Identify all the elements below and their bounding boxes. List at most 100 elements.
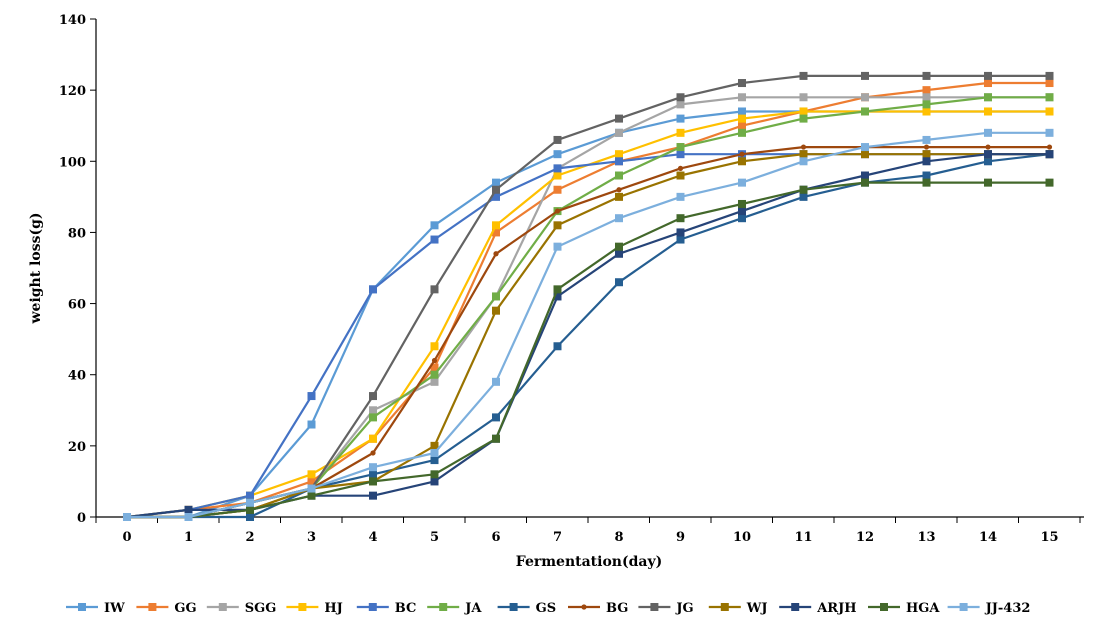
- series-gs: [123, 150, 1054, 521]
- legend-label: GG: [174, 601, 196, 616]
- data-point-jg: [369, 392, 377, 401]
- x-tick-label: 6: [491, 530, 500, 545]
- data-point-sgg: [369, 406, 377, 415]
- x-tick-label: 3: [307, 530, 316, 545]
- data-point-jg: [430, 285, 439, 294]
- data-point-arjh: [922, 157, 931, 166]
- data-point-jj-432: [246, 498, 254, 507]
- legend-marker: [148, 603, 157, 611]
- data-point-arjh: [984, 150, 992, 159]
- data-point-bg: [985, 144, 991, 150]
- legend-item-hga: HGA: [868, 601, 940, 616]
- data-point-ja: [799, 114, 808, 123]
- data-point-gg: [553, 185, 562, 194]
- y-tick-label: 40: [68, 369, 86, 384]
- x-tick-label: 0: [122, 530, 131, 545]
- x-tick-label: 14: [979, 530, 997, 545]
- y-tick-label: 80: [68, 226, 86, 241]
- data-point-ja: [984, 93, 992, 102]
- legend-label: IW: [104, 601, 125, 616]
- x-tick-label: 10: [733, 530, 751, 545]
- y-tick-label: 60: [68, 298, 86, 313]
- data-point-sgg: [738, 93, 746, 102]
- legend-marker: [509, 603, 518, 611]
- data-point-ja: [738, 128, 746, 137]
- data-point-jj-432: [184, 513, 193, 521]
- data-point-hj: [430, 342, 439, 351]
- x-tick-label: 4: [368, 530, 377, 545]
- x-tick-label: 2: [245, 530, 254, 545]
- data-point-bc: [246, 491, 254, 500]
- legend-item-bg: BG: [568, 601, 628, 616]
- legend-label: BG: [606, 601, 628, 616]
- data-point-wj: [922, 150, 931, 159]
- data-point-bg: [493, 251, 499, 257]
- data-point-gs: [984, 157, 992, 166]
- data-point-bg: [616, 187, 622, 193]
- data-point-gg: [430, 363, 439, 372]
- data-point-hj: [615, 150, 623, 159]
- data-point-gs: [430, 456, 439, 465]
- x-tick-label: 13: [917, 530, 935, 545]
- data-point-gs: [799, 192, 808, 201]
- legend-item-gs: GS: [497, 601, 556, 616]
- series-bc: [123, 150, 1054, 521]
- legend-item-wj: WJ: [708, 601, 768, 616]
- series-line-arjh: [126, 153, 1050, 519]
- data-point-arjh: [1045, 150, 1054, 159]
- data-point-wj: [615, 192, 623, 201]
- data-point-jj-432: [369, 463, 377, 472]
- data-point-gg: [922, 86, 931, 95]
- data-point-jg: [1045, 71, 1054, 80]
- series-line-ja: [127, 96, 1050, 519]
- data-point-gg: [984, 79, 992, 88]
- data-point-hga: [1045, 178, 1054, 187]
- series-ja: [123, 93, 1054, 521]
- data-point-gs: [492, 413, 500, 422]
- data-point-jg: [861, 71, 869, 80]
- series-hga: [123, 178, 1054, 521]
- data-point-jg: [799, 71, 808, 80]
- legend-label: HJ: [324, 601, 342, 616]
- data-point-hj: [369, 434, 377, 443]
- data-point-bg: [554, 208, 561, 214]
- data-point-bg: [739, 151, 745, 157]
- data-point-jj-432: [553, 242, 562, 251]
- data-point-hj: [922, 107, 931, 116]
- data-point-gs: [738, 214, 746, 223]
- data-point-jg: [615, 114, 623, 123]
- data-point-jj-432: [799, 157, 808, 166]
- x-tick-label: 8: [614, 530, 623, 545]
- y-tick-label: 120: [59, 84, 86, 99]
- series-line-bg: [127, 146, 1050, 519]
- series-line-wj: [127, 153, 1050, 519]
- data-point-bg: [1046, 144, 1053, 150]
- data-point-arjh: [553, 292, 562, 301]
- legend-label: HGA: [906, 601, 940, 616]
- data-point-arjh: [430, 477, 439, 486]
- data-point-ja: [922, 100, 931, 109]
- legend-label: JA: [464, 601, 482, 616]
- data-point-sgg: [676, 100, 685, 109]
- data-point-sgg: [430, 377, 439, 386]
- data-point-hga: [430, 470, 439, 479]
- legend-item-iw: IW: [66, 601, 125, 616]
- data-point-iw: [492, 178, 500, 187]
- legend-marker: [880, 603, 888, 611]
- data-point-bg: [431, 357, 438, 364]
- data-point-jj-432: [1045, 128, 1054, 137]
- data-point-ja: [676, 143, 685, 152]
- legend-label: JJ-432: [985, 601, 1031, 616]
- data-point-hga: [799, 185, 808, 194]
- data-point-hj: [676, 128, 685, 137]
- data-point-hga: [738, 199, 746, 208]
- series-line-sgg: [127, 96, 1050, 519]
- x-tick-label: 1: [184, 530, 193, 545]
- legend-label: SGG: [245, 601, 277, 616]
- data-point-jj-432: [861, 143, 869, 152]
- data-point-wj: [492, 306, 500, 315]
- data-point-bc: [430, 235, 439, 244]
- series-sgg: [123, 93, 1054, 521]
- legend-item-hj: HJ: [286, 601, 343, 616]
